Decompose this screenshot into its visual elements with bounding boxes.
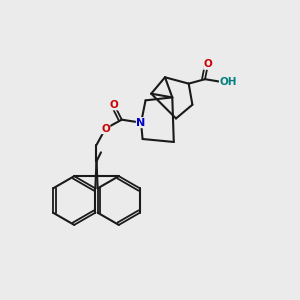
Text: O: O <box>110 100 119 110</box>
Text: O: O <box>204 59 212 69</box>
Text: OH: OH <box>220 77 237 87</box>
Text: O: O <box>101 124 110 134</box>
Text: N: N <box>136 118 146 128</box>
